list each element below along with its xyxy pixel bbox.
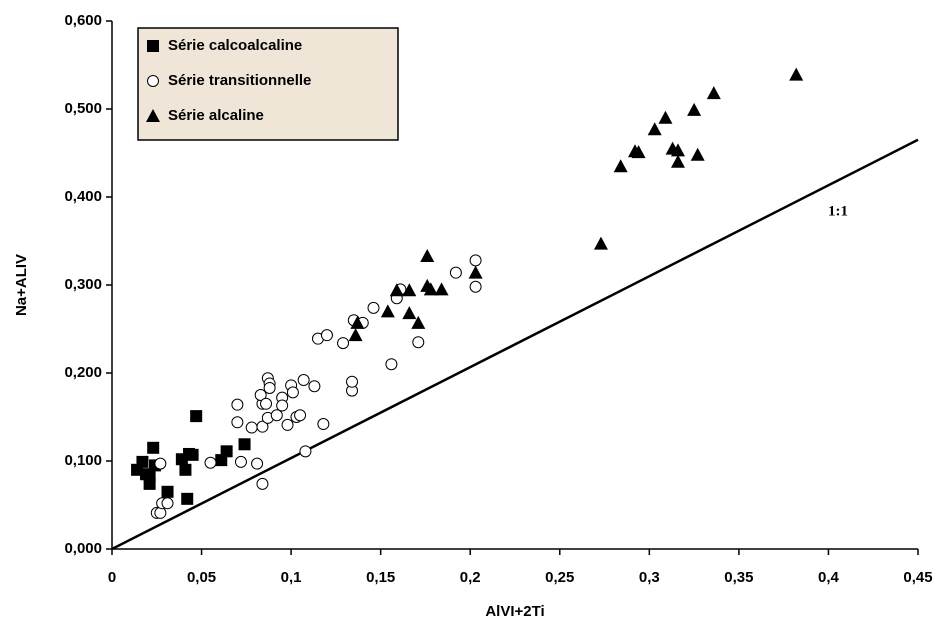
y-tick-label: 0,000 xyxy=(64,540,102,557)
data-point xyxy=(254,389,267,401)
data-point xyxy=(320,329,333,342)
x-tick-label: 0,35 xyxy=(724,569,753,586)
data-point xyxy=(136,455,149,468)
data-point xyxy=(297,374,310,387)
data-point xyxy=(411,315,426,329)
data-point xyxy=(147,441,160,454)
data-point xyxy=(420,248,435,262)
data-point xyxy=(299,445,312,458)
x-tick-label: 0,2 xyxy=(460,569,481,586)
data-point xyxy=(260,397,273,410)
y-tick-label: 0,300 xyxy=(64,276,102,293)
x-tick-label: 0 xyxy=(108,569,116,586)
y-axis-title: Na+ALIV xyxy=(13,254,30,316)
data-point xyxy=(308,380,321,393)
data-point xyxy=(670,154,685,168)
x-tick-label: 0,25 xyxy=(545,569,574,586)
data-point xyxy=(154,457,167,470)
legend-label: Série alcaline xyxy=(168,107,264,124)
data-point xyxy=(469,254,482,267)
data-point xyxy=(294,409,307,422)
data-point xyxy=(350,315,365,329)
y-tick-label: 0,200 xyxy=(64,364,102,381)
x-tick-label: 0,15 xyxy=(366,569,395,586)
data-point xyxy=(706,86,721,100)
data-point xyxy=(346,375,359,388)
data-point xyxy=(367,301,380,314)
data-point xyxy=(380,304,395,318)
x-tick-label: 0,45 xyxy=(903,569,932,586)
legend-label: Série calcoalcaline xyxy=(168,37,302,54)
legend-marker xyxy=(146,109,160,122)
y-tick-label: 0,500 xyxy=(64,100,102,117)
data-point xyxy=(789,67,804,81)
data-point xyxy=(245,421,258,434)
data-point xyxy=(231,416,244,429)
data-point xyxy=(143,477,156,490)
y-tick-label: 0,400 xyxy=(64,188,102,205)
legend-marker xyxy=(147,40,159,52)
data-point xyxy=(190,410,203,423)
data-point xyxy=(179,463,192,476)
y-tick-label: 0,600 xyxy=(64,12,102,29)
data-point xyxy=(204,456,217,469)
data-point xyxy=(468,265,483,279)
data-point xyxy=(670,143,685,157)
data-point xyxy=(423,282,438,296)
data-point xyxy=(593,236,608,250)
data-point xyxy=(631,145,646,159)
data-point xyxy=(251,457,264,470)
data-point xyxy=(154,506,167,519)
data-point xyxy=(270,409,283,422)
legend-label: Série transitionnelle xyxy=(168,72,311,89)
data-point xyxy=(234,455,247,468)
legend-box xyxy=(137,27,399,141)
data-point xyxy=(256,420,269,433)
data-point xyxy=(161,497,174,510)
data-point xyxy=(402,306,417,320)
data-point xyxy=(402,283,417,297)
data-point xyxy=(469,280,482,293)
x-tick-label: 0,05 xyxy=(187,569,216,586)
x-axis-title: AlVI+2Ti xyxy=(485,603,544,620)
data-point xyxy=(186,448,199,461)
data-point xyxy=(449,266,462,279)
data-point xyxy=(687,102,702,116)
data-point xyxy=(286,386,299,399)
x-tick-label: 0,4 xyxy=(818,569,840,586)
data-point xyxy=(348,328,363,342)
data-point xyxy=(613,159,628,173)
legend-marker xyxy=(147,75,159,87)
data-point xyxy=(337,337,350,350)
data-point xyxy=(231,398,244,411)
data-point xyxy=(181,492,194,505)
data-point xyxy=(281,418,294,431)
data-point xyxy=(385,358,398,371)
reference-line xyxy=(111,138,919,551)
y-tick-label: 0,100 xyxy=(64,452,102,469)
data-point xyxy=(276,399,289,412)
data-point xyxy=(647,122,662,136)
data-point xyxy=(690,147,705,161)
data-point xyxy=(256,477,269,490)
data-point xyxy=(263,381,276,394)
data-point xyxy=(389,283,404,297)
data-point xyxy=(434,282,449,296)
data-point xyxy=(161,485,174,498)
data-point xyxy=(658,110,673,124)
x-tick-label: 0,1 xyxy=(281,569,302,586)
data-point xyxy=(238,438,251,451)
x-tick-label: 0,3 xyxy=(639,569,660,586)
data-point xyxy=(220,445,233,458)
data-point xyxy=(412,336,425,349)
reference-label: 1:1 xyxy=(828,203,848,219)
data-point xyxy=(317,418,330,431)
